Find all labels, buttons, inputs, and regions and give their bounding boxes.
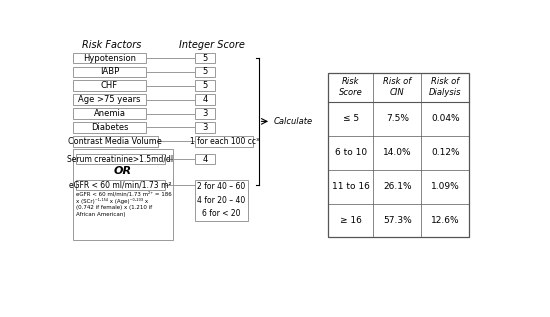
Text: OR: OR bbox=[114, 166, 132, 176]
Text: 26.1%: 26.1% bbox=[383, 182, 411, 191]
FancyBboxPatch shape bbox=[195, 67, 215, 77]
Text: x (SCr)⁻¹⋅¹⁵⁴ x (Age)⁻⁰⋅²⁰³ x: x (SCr)⁻¹⋅¹⁵⁴ x (Age)⁻⁰⋅²⁰³ x bbox=[76, 197, 148, 204]
Text: Serum creatinine>1.5md/dl: Serum creatinine>1.5md/dl bbox=[67, 155, 173, 164]
Text: CHF: CHF bbox=[101, 81, 118, 90]
FancyBboxPatch shape bbox=[195, 81, 215, 91]
FancyBboxPatch shape bbox=[195, 122, 215, 133]
Text: 0.12%: 0.12% bbox=[431, 148, 460, 157]
Text: ≥ 16: ≥ 16 bbox=[340, 216, 362, 225]
Text: 4: 4 bbox=[202, 95, 208, 104]
FancyBboxPatch shape bbox=[73, 108, 146, 119]
Text: 2 for 40 – 60: 2 for 40 – 60 bbox=[197, 182, 245, 191]
Text: (0.742 if female) x (1.210 if: (0.742 if female) x (1.210 if bbox=[76, 205, 153, 210]
Text: 12.6%: 12.6% bbox=[431, 216, 460, 225]
Text: 1.09%: 1.09% bbox=[431, 182, 460, 191]
FancyBboxPatch shape bbox=[73, 94, 146, 105]
Text: 6 for < 20: 6 for < 20 bbox=[202, 209, 241, 218]
Text: Risk
Score: Risk Score bbox=[339, 77, 363, 97]
Text: 5: 5 bbox=[202, 68, 208, 76]
Text: IABP: IABP bbox=[100, 68, 119, 76]
Text: 5: 5 bbox=[202, 54, 208, 62]
Text: 1 for each 100 cc³: 1 for each 100 cc³ bbox=[190, 137, 258, 146]
FancyBboxPatch shape bbox=[195, 94, 215, 105]
FancyBboxPatch shape bbox=[73, 122, 146, 133]
FancyBboxPatch shape bbox=[73, 67, 146, 77]
Text: 5: 5 bbox=[202, 81, 208, 90]
Text: Anemia: Anemia bbox=[94, 109, 125, 118]
Text: Risk Factors: Risk Factors bbox=[82, 40, 141, 50]
Text: Risk of
Dialysis: Risk of Dialysis bbox=[429, 77, 461, 97]
Text: 7.5%: 7.5% bbox=[386, 114, 409, 123]
Text: Calculate: Calculate bbox=[273, 117, 312, 126]
FancyBboxPatch shape bbox=[195, 180, 248, 221]
Text: eGFR < 60 ml/min/1.73 m²⁺ = 186: eGFR < 60 ml/min/1.73 m²⁺ = 186 bbox=[76, 191, 172, 196]
FancyBboxPatch shape bbox=[195, 136, 253, 146]
Text: 6 to 10: 6 to 10 bbox=[335, 148, 367, 157]
FancyBboxPatch shape bbox=[195, 108, 215, 119]
Text: ≤ 5: ≤ 5 bbox=[343, 114, 359, 123]
Text: Age >75 years: Age >75 years bbox=[78, 95, 141, 104]
Text: African American): African American) bbox=[76, 212, 126, 217]
FancyBboxPatch shape bbox=[73, 53, 146, 63]
Text: Hypotension: Hypotension bbox=[83, 54, 136, 62]
FancyBboxPatch shape bbox=[195, 53, 215, 63]
Text: 4: 4 bbox=[202, 155, 208, 164]
Text: eGFR < 60 ml/min/1.73 m²: eGFR < 60 ml/min/1.73 m² bbox=[69, 180, 172, 189]
FancyBboxPatch shape bbox=[328, 73, 470, 237]
FancyBboxPatch shape bbox=[73, 81, 146, 91]
Text: 0.04%: 0.04% bbox=[431, 114, 460, 123]
FancyBboxPatch shape bbox=[73, 136, 158, 146]
FancyBboxPatch shape bbox=[73, 149, 173, 240]
Text: 3: 3 bbox=[202, 109, 208, 118]
Text: 11 to 16: 11 to 16 bbox=[332, 182, 370, 191]
Text: 14.0%: 14.0% bbox=[383, 148, 411, 157]
Text: 4 for 20 – 40: 4 for 20 – 40 bbox=[197, 196, 245, 205]
Text: 57.3%: 57.3% bbox=[383, 216, 412, 225]
FancyBboxPatch shape bbox=[76, 180, 165, 190]
Text: Diabetes: Diabetes bbox=[91, 123, 128, 132]
Text: Contrast Media Volume: Contrast Media Volume bbox=[68, 137, 162, 146]
Text: 3: 3 bbox=[202, 123, 208, 132]
FancyBboxPatch shape bbox=[195, 154, 215, 164]
Text: Integer Score: Integer Score bbox=[179, 40, 245, 50]
Text: Risk of
CIN: Risk of CIN bbox=[383, 77, 411, 97]
FancyBboxPatch shape bbox=[76, 154, 165, 164]
